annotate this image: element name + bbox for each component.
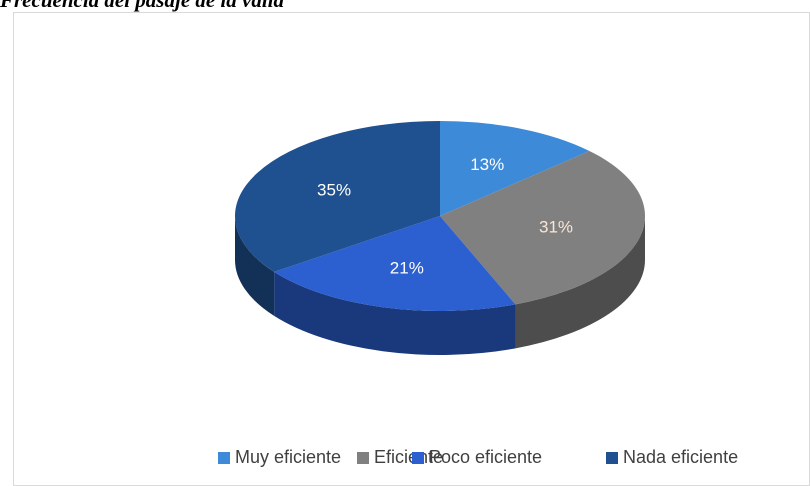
legend-swatch (606, 452, 618, 464)
slice-side (515, 216, 645, 349)
slice (234, 121, 440, 272)
data-label: 35% (317, 180, 351, 199)
legend-label: Eficiente (374, 447, 443, 467)
data-label: 13% (470, 155, 504, 174)
data-label: 21% (390, 258, 424, 277)
data-label: 31% (539, 218, 573, 237)
legend-swatch (357, 452, 369, 464)
legend-label: Muy eficiente (235, 447, 341, 467)
slice (274, 216, 516, 311)
slice-side (235, 216, 275, 316)
slice (440, 150, 646, 305)
legend-label: Poco eficiente (429, 447, 542, 467)
slice (440, 121, 590, 216)
legend-swatch (218, 452, 230, 464)
legend-swatch (412, 452, 424, 464)
chart-title: Frecuencia del pasaje de la valla (0, 0, 284, 12)
legend-label: Nada eficiente (623, 447, 738, 467)
slice-side (274, 271, 516, 356)
